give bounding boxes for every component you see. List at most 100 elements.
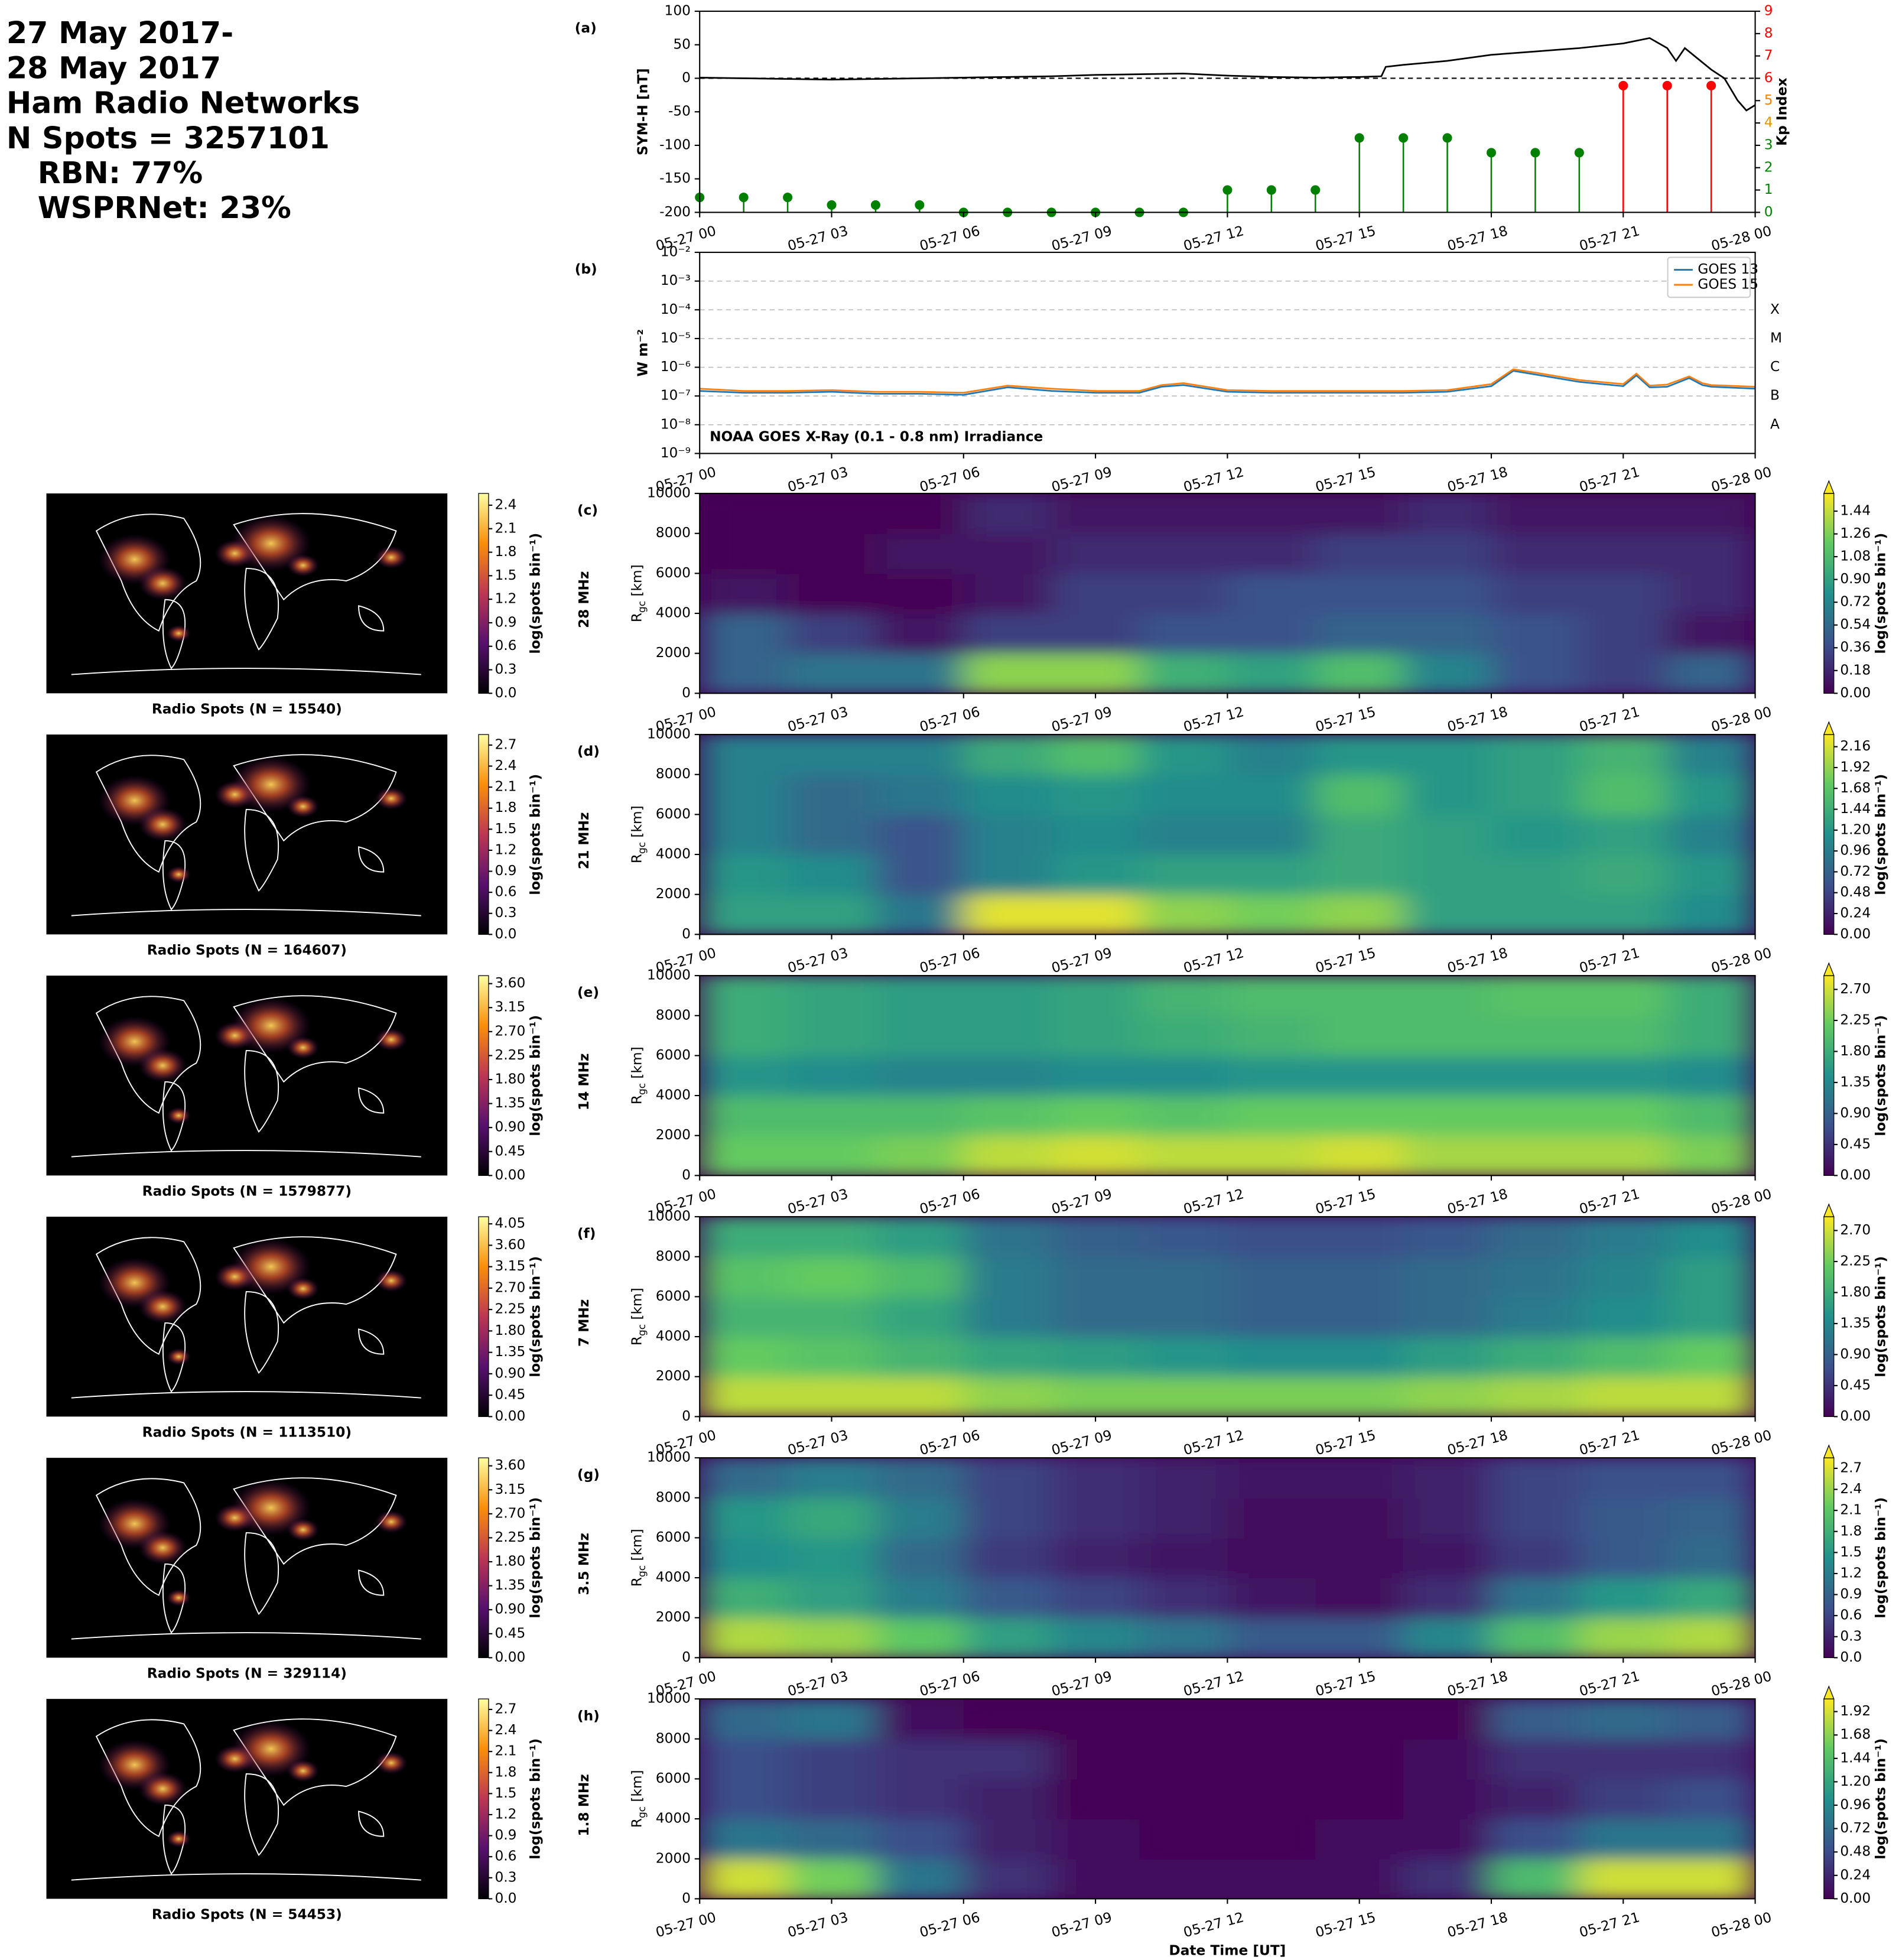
colorbar-tick-label: 0.0 — [1840, 1649, 1862, 1665]
colorbar-label: log(spots bin⁻¹) — [1873, 1738, 1889, 1860]
heatmap-cell — [788, 894, 876, 935]
y-axis-label-part: gc — [636, 1806, 648, 1818]
heatmap-cell — [1139, 1055, 1228, 1097]
heatmap-cell — [1227, 1458, 1316, 1499]
colorbar-tick-label: 1.44 — [1840, 801, 1871, 817]
heatmap-cell — [1051, 1819, 1140, 1860]
coastline — [71, 1718, 421, 1881]
heatmap-cell — [1579, 1819, 1668, 1860]
heatmap-cell — [1051, 1578, 1140, 1618]
heatmap-cell — [1667, 854, 1755, 895]
colorbar — [1823, 1698, 1835, 1900]
colorbar-tick-label: 0.90 — [1840, 1105, 1871, 1121]
y-axis-label-part: gc — [636, 842, 648, 854]
heatmap-cell — [1227, 533, 1316, 574]
heatmap — [700, 734, 1755, 935]
colorbar-tick-label: 1.5 — [495, 567, 516, 583]
heatmap-cell — [963, 894, 1052, 935]
colorbar — [478, 493, 489, 694]
heatmap-cell — [963, 493, 1052, 534]
colorbar-tick-label: 1.35 — [1840, 1315, 1871, 1331]
heatmap-cell — [1491, 1217, 1580, 1257]
y-tick-label: -50 — [668, 103, 691, 119]
y-tick-label: 10000 — [647, 485, 691, 501]
spot-density — [214, 1503, 255, 1532]
colorbar — [478, 1216, 489, 1418]
colorbar-tick-label: 2.1 — [495, 1743, 516, 1759]
heatmap-cell — [1579, 1055, 1668, 1097]
heatmap-cell — [700, 653, 789, 694]
heatmap-cell — [1051, 894, 1140, 935]
heatmap-cell — [1491, 533, 1580, 574]
legend — [1667, 256, 1751, 298]
y-tick-label: 10000 — [647, 1691, 691, 1707]
colorbar-tick-label: 0.00 — [1840, 1408, 1871, 1424]
heatmap-cell — [788, 1458, 876, 1499]
colorbar-tick-label: 0.36 — [1840, 639, 1871, 655]
spot-density — [167, 1830, 191, 1848]
y-axis-label-part: gc — [636, 1083, 648, 1095]
y-tick-label: 10000 — [647, 967, 691, 983]
heatmap-cell — [1403, 1217, 1492, 1257]
spot-density — [167, 625, 191, 642]
heatmap-cell — [1579, 814, 1668, 856]
heatmap-cell — [1579, 493, 1668, 534]
heatmap-cell — [1051, 774, 1140, 815]
heatmap-cell — [788, 1497, 876, 1539]
heatmap-cell — [1579, 1738, 1668, 1780]
colorbar-tick-label: 2.25 — [1840, 1253, 1871, 1269]
heatmap-cell — [1051, 1858, 1140, 1899]
y-tick-label: 10000 — [647, 726, 691, 742]
heatmap-cell — [1139, 1819, 1228, 1860]
map-title: Radio Spots (N = 54453) — [152, 1906, 342, 1922]
heatmap-cell — [1315, 613, 1404, 654]
heatmap-cell — [1315, 1096, 1404, 1136]
colorbar — [478, 975, 489, 1176]
stem-marker — [870, 200, 880, 210]
heatmap-cell — [1403, 653, 1492, 694]
class-label: M — [1770, 330, 1782, 346]
colorbar-tick-label: 4.05 — [495, 1215, 525, 1231]
heatmap-cell — [1139, 1858, 1228, 1899]
heatmap-cell — [1227, 1858, 1316, 1899]
heatmap-cell — [1227, 814, 1316, 856]
coastline — [71, 1477, 421, 1640]
heatmap-cell — [1403, 1538, 1492, 1579]
heatmap-cell — [1403, 573, 1492, 615]
heatmap-cell — [1579, 1217, 1668, 1257]
colorbar-label: log(spots bin⁻¹) — [1873, 1497, 1889, 1618]
stem-marker — [783, 193, 793, 203]
colorbar-tick-label: 0.45 — [1840, 1136, 1871, 1152]
colorbar-label: log(spots bin⁻¹) — [1873, 1256, 1889, 1377]
colorbar-tick-label: 0.9 — [495, 1827, 516, 1843]
stem-marker — [1222, 185, 1233, 195]
band-label: 14 MHz — [576, 1054, 592, 1111]
y-tick-label: 0 — [682, 1167, 691, 1183]
y-tick-label: 4000 — [656, 605, 691, 621]
colorbar-tick-label: 1.20 — [1840, 1773, 1871, 1789]
heatmap-cell — [788, 533, 876, 574]
heatmap-cell — [1403, 1497, 1492, 1539]
heatmap-cell — [1315, 1015, 1404, 1057]
heatmap-cell — [700, 814, 789, 856]
stem-marker — [739, 193, 749, 203]
heatmap-cell — [1579, 1699, 1668, 1740]
spot-density — [287, 1759, 319, 1782]
heatmap-cell — [700, 1819, 789, 1860]
heatmap-cell — [875, 814, 964, 856]
colorbar-tick-label: 0.3 — [495, 905, 516, 921]
heatmap-cell — [875, 653, 964, 694]
heatmap-cell — [700, 1538, 789, 1579]
y-axis-label: Rgc [km] — [629, 564, 648, 622]
y-axis-label: Rgc [km] — [629, 1046, 648, 1104]
heatmap-cell — [1579, 774, 1668, 815]
heatmap-cell — [875, 976, 964, 1016]
spot-density — [375, 546, 408, 569]
heatmap-cell — [1139, 1135, 1228, 1176]
colorbar-tick-label: 1.92 — [1840, 759, 1871, 775]
heatmap-cell — [1315, 894, 1404, 935]
heatmap-cell — [1139, 1538, 1228, 1579]
colorbar-tick-label: 0.90 — [495, 1119, 525, 1135]
heatmap-cell — [700, 1337, 789, 1377]
